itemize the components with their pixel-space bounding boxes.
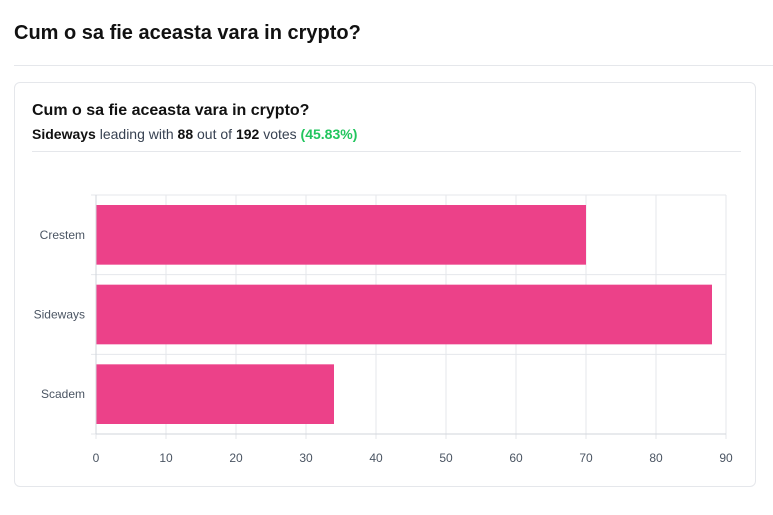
x-tick-label: 0 <box>93 451 100 465</box>
leader-votes: 88 <box>177 126 194 142</box>
x-tick-label: 30 <box>299 451 313 465</box>
leader-name: Sideways <box>32 126 96 142</box>
x-tick-label: 50 <box>439 451 453 465</box>
card-title: Cum o sa fie aceasta vara in crypto? <box>32 102 310 119</box>
results-summary: Sideways leading with 88 out of 192 vote… <box>32 126 357 142</box>
leading-with-text: leading with <box>99 126 174 142</box>
x-tick-label: 70 <box>579 451 593 465</box>
x-tick-label: 90 <box>719 451 733 465</box>
x-tick-label: 40 <box>369 451 383 465</box>
votes-text: votes <box>263 126 297 142</box>
y-tick-label: Scadem <box>41 387 85 401</box>
poll-results-card: Cum o sa fie aceasta vara in crypto? Sid… <box>14 82 756 487</box>
bar <box>96 364 334 424</box>
page-title: Cum o sa fie aceasta vara in crypto? <box>14 22 361 44</box>
y-tick-label: Crestem <box>40 228 85 242</box>
x-tick-label: 10 <box>159 451 173 465</box>
bar <box>96 205 586 265</box>
total-votes: 192 <box>235 126 260 142</box>
bar <box>96 284 712 345</box>
x-tick-label: 20 <box>229 451 243 465</box>
y-tick-label: Sideways <box>34 308 85 322</box>
card-divider <box>32 151 741 152</box>
x-tick-label: 60 <box>509 451 523 465</box>
out-of-text: out of <box>197 126 233 142</box>
page-divider <box>14 65 773 66</box>
leader-percentage: (45.83%) <box>300 126 358 142</box>
x-tick-label: 80 <box>649 451 663 465</box>
